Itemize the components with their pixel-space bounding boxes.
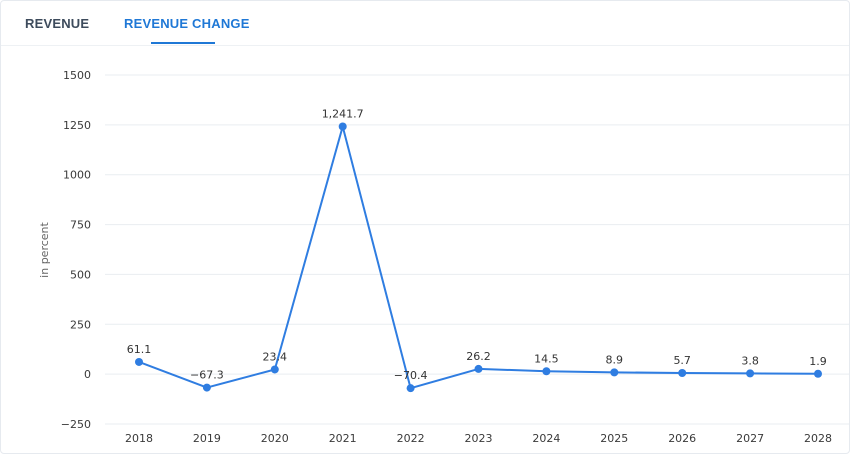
y-axis-label: in percent — [38, 221, 51, 277]
x-tick-label: 2027 — [736, 432, 764, 445]
y-tick-label: 250 — [70, 318, 91, 331]
data-label: 26.2 — [466, 350, 491, 363]
y-tick-label: 750 — [70, 219, 91, 232]
data-label: 3.8 — [741, 354, 759, 367]
x-tick-label: 2028 — [804, 432, 832, 445]
data-label: −67.3 — [190, 369, 224, 382]
data-point — [406, 384, 415, 393]
x-tick-label: 2019 — [193, 432, 221, 445]
y-tick-label: 500 — [70, 268, 91, 281]
y-tick-label: 1000 — [63, 169, 91, 182]
data-point — [474, 364, 483, 373]
data-label: 1.9 — [809, 355, 827, 368]
data-point — [814, 369, 822, 378]
x-tick-label: 2018 — [125, 432, 153, 445]
data-point — [135, 357, 143, 366]
active-tab-indicator — [151, 42, 215, 44]
data-label: 8.9 — [606, 353, 624, 366]
y-tick-label: 1250 — [63, 119, 91, 132]
x-tick-label: 2020 — [261, 432, 289, 445]
data-point — [270, 365, 279, 374]
tab-bar: REVENUE REVENUE CHANGE — [1, 1, 849, 46]
data-label: 1,241.7 — [322, 108, 364, 121]
data-label: 14.5 — [534, 352, 559, 365]
data-label: −70.4 — [394, 369, 428, 382]
data-label: 5.7 — [673, 354, 691, 367]
x-tick-label: 2022 — [397, 432, 425, 445]
tab-revenue[interactable]: REVENUE — [25, 16, 90, 31]
x-tick-label: 2026 — [668, 432, 696, 445]
data-label: 23.4 — [263, 350, 288, 363]
y-tick-label: 0 — [84, 368, 91, 381]
data-point — [678, 369, 687, 378]
data-point — [338, 122, 347, 131]
x-tick-label: 2025 — [600, 432, 628, 445]
x-tick-label: 2021 — [329, 432, 357, 445]
data-point — [746, 369, 755, 378]
y-tick-label: −250 — [61, 418, 91, 431]
tab-revenue-change[interactable]: REVENUE CHANGE — [124, 16, 250, 31]
data-point — [542, 367, 551, 376]
data-point — [610, 368, 619, 377]
y-tick-label: 1500 — [63, 69, 91, 82]
data-point — [202, 383, 211, 392]
data-label: 61.1 — [127, 343, 152, 356]
x-tick-label: 2023 — [465, 432, 493, 445]
x-tick-label: 2024 — [532, 432, 560, 445]
